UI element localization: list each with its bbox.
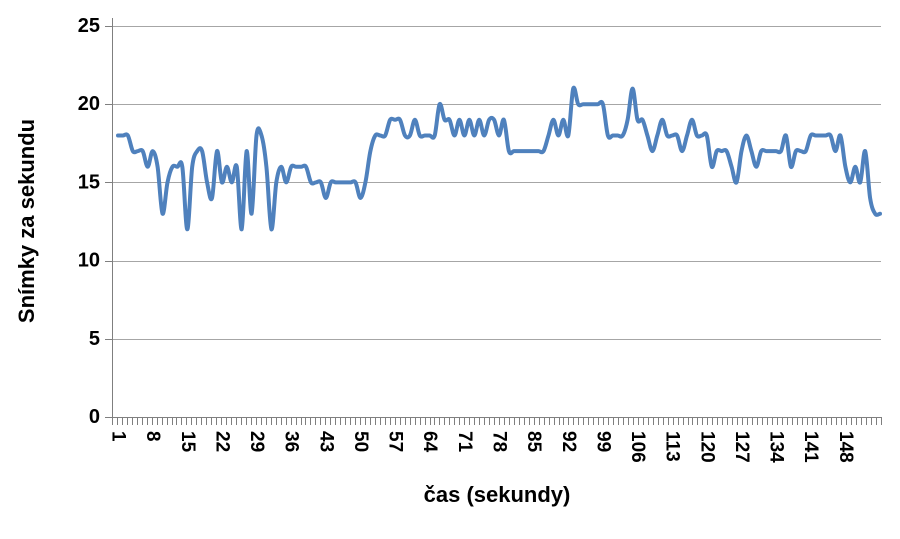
x-tick-label: 57 xyxy=(385,431,406,452)
x-tick-label: 15 xyxy=(177,431,198,453)
x-tick-label: 43 xyxy=(315,431,336,452)
axes xyxy=(105,18,882,425)
y-axis-title: Snímky za sekundu xyxy=(14,118,39,324)
x-tick-label: 29 xyxy=(246,431,267,452)
x-tick-label: 120 xyxy=(696,431,717,463)
x-tick-label: 148 xyxy=(835,431,856,463)
x-tick-label: 127 xyxy=(731,431,752,463)
fps-series-line xyxy=(116,85,882,232)
x-tick-labels: 1 8 15 22 29 36 43 50 57 64 71 78 85 92 99 106 113 120 127… xyxy=(108,431,856,463)
x-tick-label: 85 xyxy=(523,431,544,453)
x-tick-label: 106 xyxy=(627,431,648,463)
y-tick-label: 15 xyxy=(78,171,100,193)
x-tick-label: 78 xyxy=(489,431,510,452)
y-tick-label: 10 xyxy=(78,250,100,272)
x-tick-label: 71 xyxy=(454,431,475,453)
x-tick-label: 50 xyxy=(350,431,371,452)
y-tick-labels: 0 5 10 15 20 25 xyxy=(78,15,100,428)
x-tick-label: 134 xyxy=(766,431,787,463)
y-tick-label: 5 xyxy=(89,328,100,350)
x-tick-label: 22 xyxy=(211,431,232,452)
x-tick-label: 92 xyxy=(558,431,579,452)
gridlines xyxy=(112,26,881,340)
y-tick-label: 0 xyxy=(89,406,100,428)
x-axis-title: čas (sekundy) xyxy=(423,482,571,507)
x-tick-label: 1 xyxy=(108,431,129,442)
y-tick-label: 20 xyxy=(78,93,100,115)
x-tick-label: 141 xyxy=(800,431,821,463)
x-tick-label: 99 xyxy=(592,431,613,452)
x-tick-label: 36 xyxy=(281,431,302,452)
x-tick-label: 113 xyxy=(662,431,683,462)
x-tick-label: 8 xyxy=(142,431,163,442)
x-tick-label: 64 xyxy=(419,431,440,453)
y-tick-label: 25 xyxy=(78,15,100,37)
